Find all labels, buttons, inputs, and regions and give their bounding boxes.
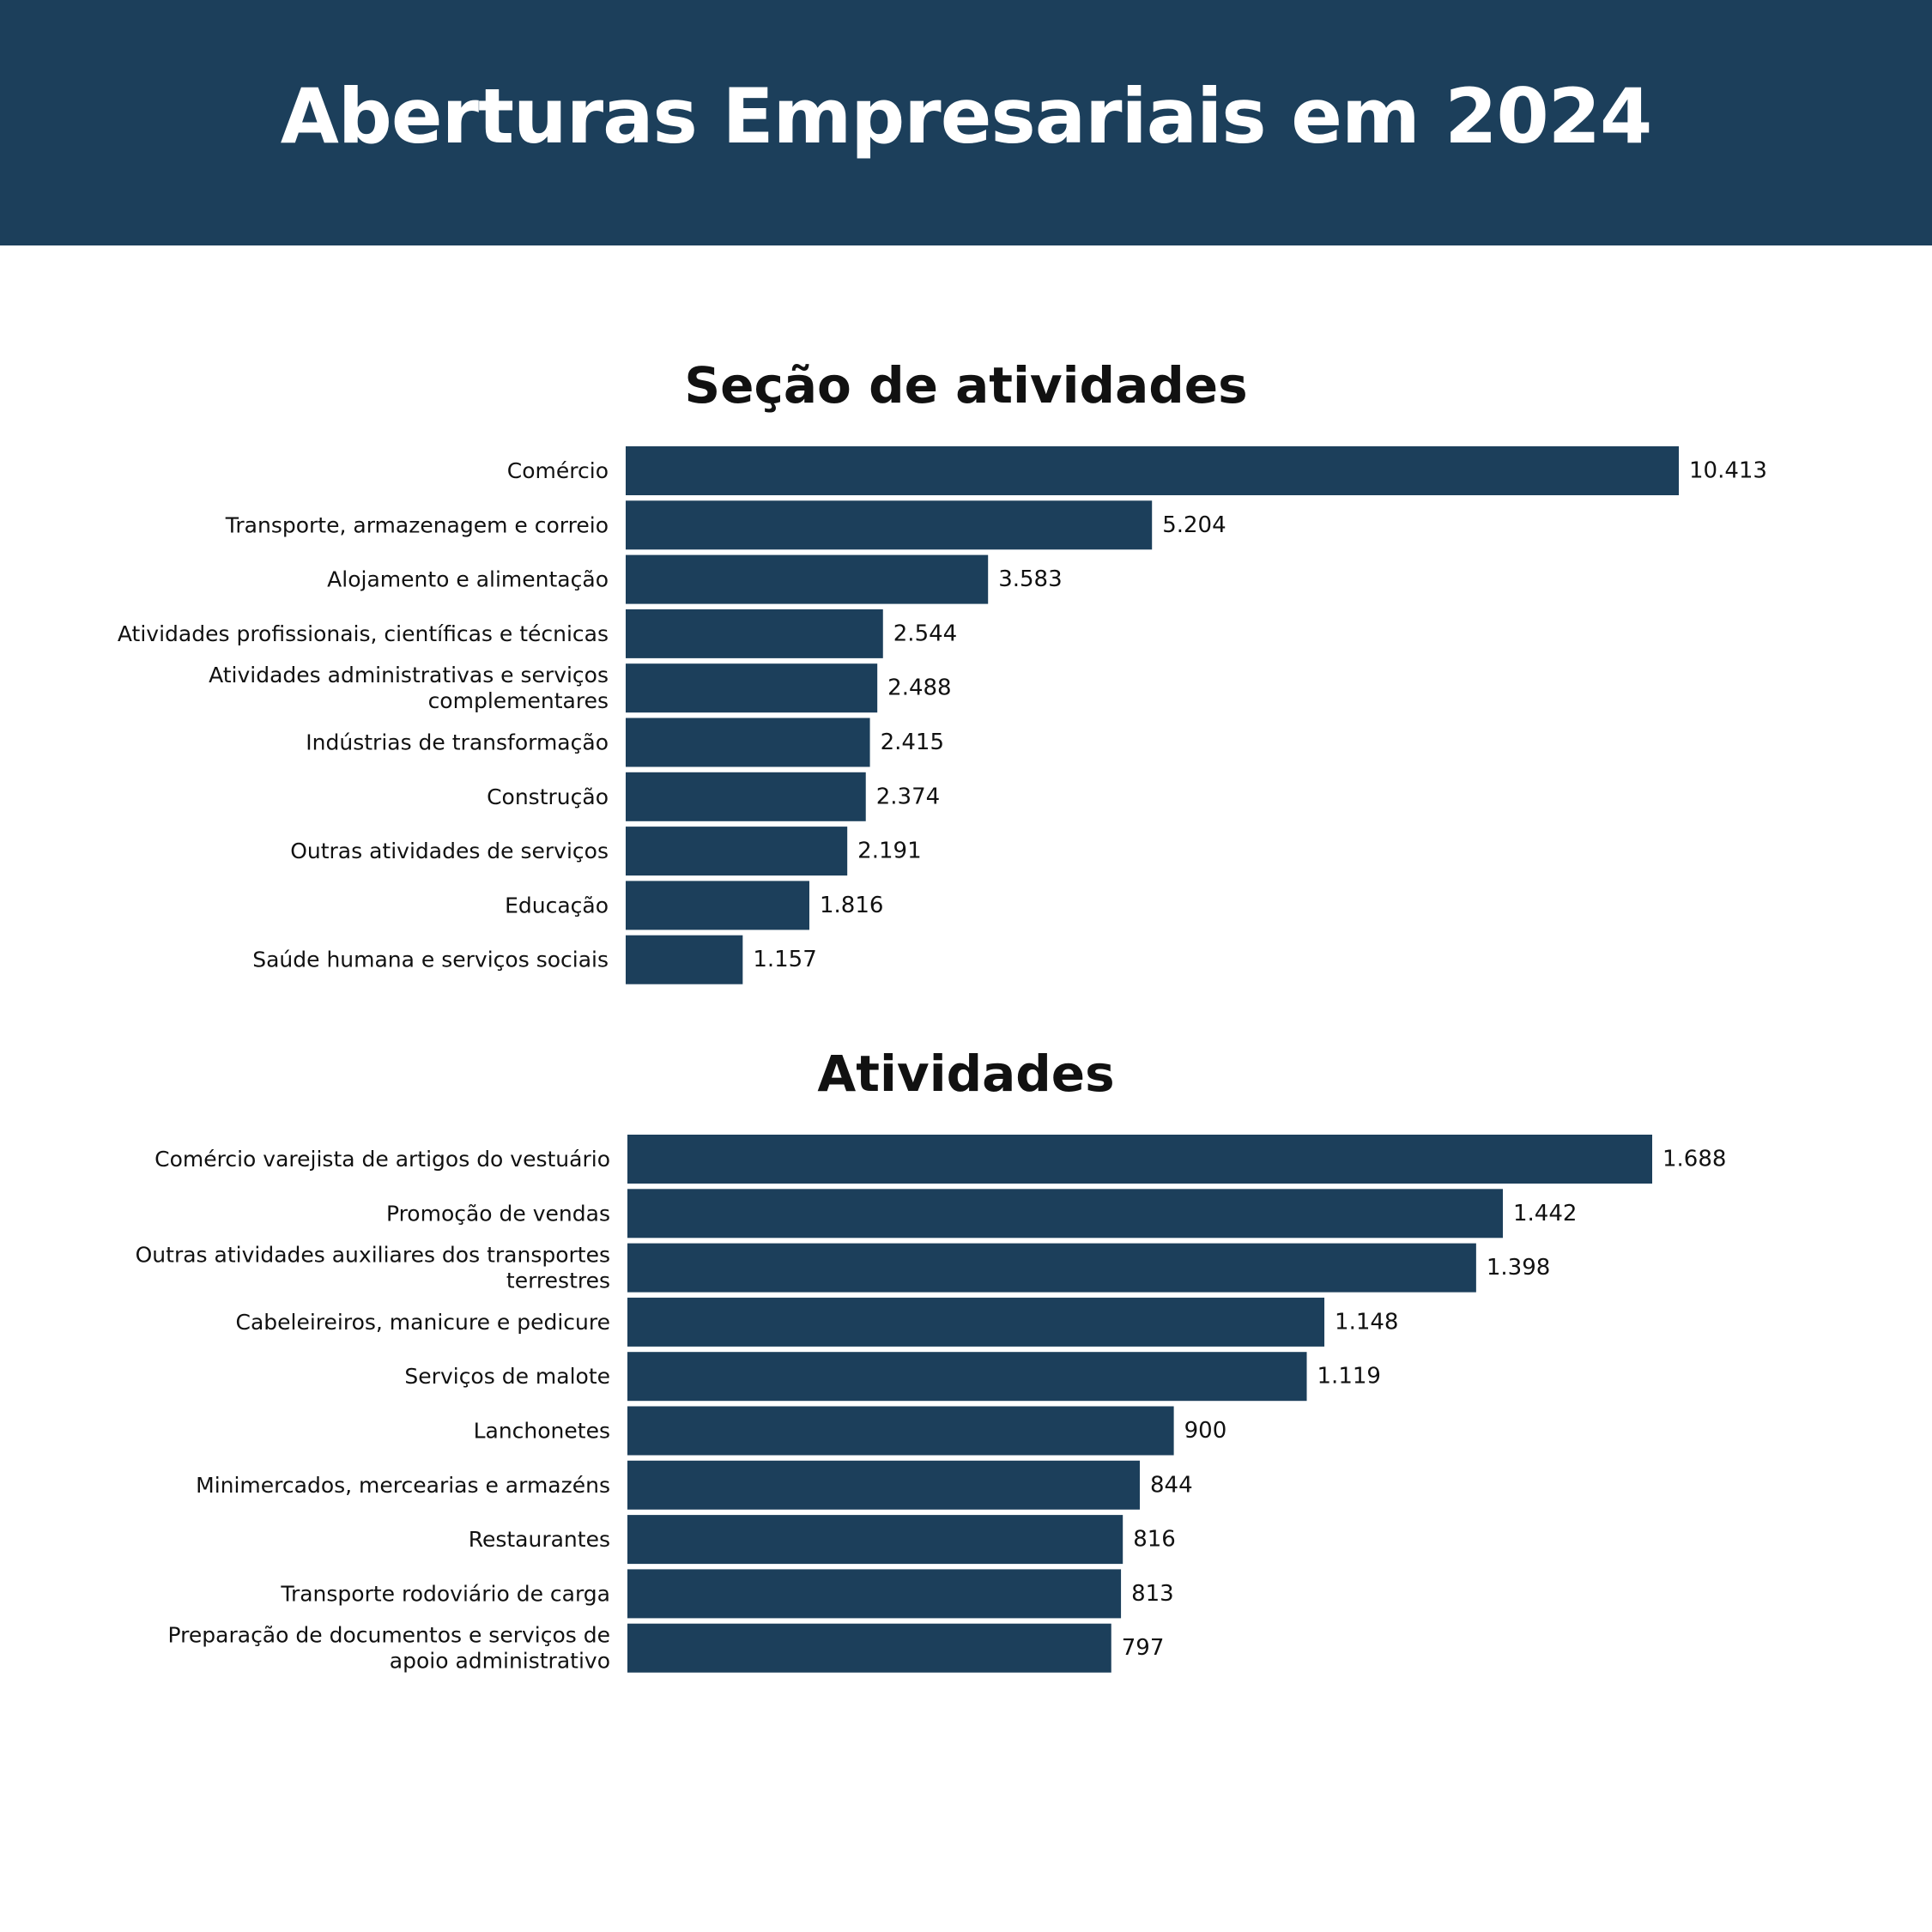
bar-6 xyxy=(626,718,870,767)
category-label-2: Promoção de vendas xyxy=(386,1201,610,1226)
value-label-1: 1.688 xyxy=(1662,1147,1726,1172)
value-label-9: 1.816 xyxy=(820,893,883,918)
category-label-9: Educação xyxy=(505,893,609,918)
bar-2 xyxy=(627,1189,1503,1239)
category-label-5-line-1: Atividades administrativas e serviços xyxy=(209,663,609,687)
value-label-6: 2.415 xyxy=(881,730,944,755)
bar-7 xyxy=(626,772,866,821)
value-label-7: 2.374 xyxy=(876,784,940,809)
category-label-3: Alojamento e alimentação xyxy=(327,567,609,592)
value-label-5: 1.119 xyxy=(1317,1364,1381,1390)
bar-9 xyxy=(627,1569,1122,1619)
bar-chart-atividades: Comércio varejista de artigos do vestuár… xyxy=(136,1135,1726,1674)
bar-1 xyxy=(627,1135,1652,1184)
value-label-8: 816 xyxy=(1133,1527,1176,1553)
bar-3 xyxy=(627,1243,1476,1293)
category-label-5-line-2: complementares xyxy=(428,688,609,713)
bar-8 xyxy=(627,1515,1123,1565)
value-label-5: 2.488 xyxy=(887,675,951,701)
bar-4 xyxy=(627,1297,1325,1347)
category-label-10: Saúde humana e serviços sociais xyxy=(252,948,609,972)
category-label-4: Cabeleireiros, manicure e pedicure xyxy=(236,1310,611,1335)
bar-5 xyxy=(626,663,878,713)
bar-1 xyxy=(626,446,1679,495)
bar-7 xyxy=(627,1460,1140,1510)
category-label-6: Indústrias de transformação xyxy=(306,730,609,755)
value-label-4: 1.148 xyxy=(1335,1309,1398,1335)
value-label-3: 1.398 xyxy=(1487,1255,1550,1281)
bar-chart-secao-de-atividades: Comércio 10.413 Transporte, armazenagem e … xyxy=(118,446,1767,984)
category-label-6: Lanchonetes xyxy=(474,1419,610,1444)
bar-6 xyxy=(627,1406,1174,1456)
bar-8 xyxy=(626,827,848,876)
bar-9 xyxy=(626,881,809,930)
value-label-6: 900 xyxy=(1184,1418,1227,1444)
bar-5 xyxy=(627,1352,1307,1402)
value-label-1: 10.413 xyxy=(1689,458,1767,484)
bar-10 xyxy=(627,1623,1111,1673)
category-label-1: Comércio varejista de artigos do vestuár… xyxy=(154,1147,610,1172)
bar-10 xyxy=(626,935,743,984)
chart-title-secao: Seção de atividades xyxy=(684,356,1248,415)
category-label-3-line-2: terrestres xyxy=(506,1269,610,1293)
value-label-10: 797 xyxy=(1122,1635,1165,1661)
category-label-10-line-1: Preparação de documentos e serviços de xyxy=(168,1623,610,1648)
category-label-3-line-1: Outras atividades auxiliares dos transpo… xyxy=(136,1243,610,1268)
bar-4 xyxy=(626,609,883,658)
category-label-8: Restaurantes xyxy=(469,1527,610,1552)
category-label-1: Comércio xyxy=(507,458,609,483)
category-label-10-line-2: apoio administrativo xyxy=(390,1649,610,1674)
value-label-4: 2.544 xyxy=(893,621,957,646)
value-label-2: 1.442 xyxy=(1513,1201,1577,1226)
header-banner: Aberturas Empresariais em 2024 xyxy=(0,0,1932,245)
chart-title-atividades: Atividades xyxy=(817,1045,1115,1103)
category-label-5: Serviços de malote xyxy=(404,1364,610,1389)
category-label-7: Minimercados, mercearias e armazéns xyxy=(196,1473,610,1498)
value-label-2: 5.204 xyxy=(1162,512,1226,538)
value-label-8: 2.191 xyxy=(857,839,921,864)
value-label-7: 844 xyxy=(1150,1472,1193,1498)
value-label-3: 3.583 xyxy=(998,566,1062,592)
category-label-7: Construção xyxy=(487,784,609,809)
value-label-10: 1.157 xyxy=(753,947,816,972)
page-title: Aberturas Empresariais em 2024 xyxy=(280,71,1652,160)
category-label-8: Outras atividades de serviços xyxy=(290,839,609,863)
value-label-9: 813 xyxy=(1131,1581,1174,1607)
category-label-2: Transporte, armazenagem e correio xyxy=(225,512,609,537)
category-label-4: Atividades profissionais, científicas e … xyxy=(118,621,609,646)
category-label-9: Transporte rodoviário de carga xyxy=(280,1581,610,1606)
bar-2 xyxy=(626,500,1153,550)
bar-3 xyxy=(626,554,989,604)
